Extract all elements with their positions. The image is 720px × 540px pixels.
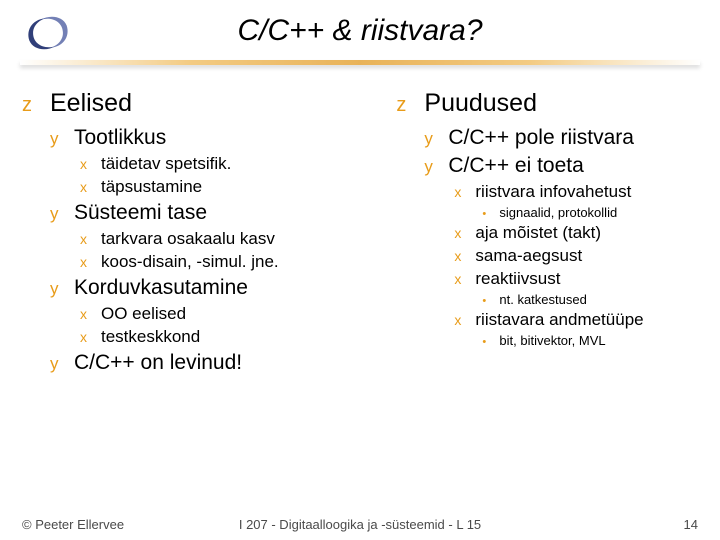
left-subitem: x täidetav spetsifik.	[80, 154, 364, 174]
left-item-label: Tootlikkus	[74, 126, 166, 150]
right-sub4: • nt. katkestused	[482, 292, 710, 307]
right-subitem-label: reaktiivsust	[475, 269, 560, 289]
x-bullet-icon: x	[80, 231, 94, 247]
left-subitem: x tarkvara osakaalu kasv	[80, 229, 364, 249]
right-item-label: C/C++ ei toeta	[448, 154, 583, 178]
left-subitem-label: tarkvara osakaalu kasv	[101, 229, 275, 249]
left-heading-text: Eelised	[50, 89, 132, 118]
right-sub4-label: bit, bitivektor, MVL	[499, 333, 605, 348]
right-sub4: • signaalid, protokollid	[482, 205, 710, 220]
right-item: y C/C++ pole riistvara	[424, 126, 710, 150]
left-item: y Tootlikkus	[50, 126, 364, 150]
right-sub4: • bit, bitivektor, MVL	[482, 333, 710, 348]
x-bullet-icon: x	[454, 312, 468, 328]
right-sub4-label: signaalid, protokollid	[499, 205, 617, 220]
right-subitem: x aja mõistet (takt)	[454, 223, 710, 243]
y-bullet-icon: y	[50, 204, 66, 224]
left-column: z Eelised y Tootlikkus x täidetav spetsi…	[0, 85, 374, 500]
right-subitem: x reaktiivsust	[454, 269, 710, 289]
left-subitem-label: OO eelised	[101, 304, 186, 324]
x-bullet-icon: x	[80, 329, 94, 345]
right-heading-text: Puudused	[424, 89, 537, 118]
footer: © Peeter Ellervee I 207 - Digitaalloogik…	[22, 517, 698, 532]
dot-bullet-icon: •	[482, 336, 492, 348]
right-heading: z Puudused	[396, 89, 710, 118]
left-item: y Korduvkasutamine	[50, 276, 364, 300]
x-bullet-icon: x	[80, 179, 94, 195]
left-subitem: x täpsustamine	[80, 177, 364, 197]
y-bullet-icon: y	[424, 157, 440, 177]
y-bullet-icon: y	[50, 279, 66, 299]
footer-center: I 207 - Digitaalloogika ja -süsteemid - …	[22, 517, 698, 532]
slide: C/C++ & riistvara? z Eelised y Tootlikku…	[0, 0, 720, 540]
title-underline	[20, 60, 700, 65]
right-subitem-label: aja mõistet (takt)	[475, 223, 601, 243]
left-heading: z Eelised	[22, 89, 364, 118]
right-subitem: x sama-aegsust	[454, 246, 710, 266]
right-subitem-label: sama-aegsust	[475, 246, 582, 266]
left-subitem-label: täpsustamine	[101, 177, 202, 197]
x-bullet-icon: x	[454, 248, 468, 264]
left-subitem-label: täidetav spetsifik.	[101, 154, 231, 174]
right-sub4-label: nt. katkestused	[499, 292, 586, 307]
slide-title: C/C++ & riistvara?	[0, 14, 720, 48]
right-subitem: x riistvara infovahetust	[454, 182, 710, 202]
right-column: z Puudused y C/C++ pole riistvara y C/C+…	[374, 85, 720, 500]
right-subitem-label: riistvara infovahetust	[475, 182, 631, 202]
z-bullet-icon: z	[22, 94, 40, 117]
left-subitem: x testkeskkond	[80, 327, 364, 347]
y-bullet-icon: y	[424, 129, 440, 149]
y-bullet-icon: y	[50, 354, 66, 374]
left-subitem-label: testkeskkond	[101, 327, 200, 347]
right-subitem-label: riistavara andmetüüpe	[475, 310, 643, 330]
x-bullet-icon: x	[80, 254, 94, 270]
left-item: y C/C++ on levinud!	[50, 351, 364, 375]
left-item-label: Süsteemi tase	[74, 201, 207, 225]
right-subitem: x riistavara andmetüüpe	[454, 310, 710, 330]
left-item-label: Korduvkasutamine	[74, 276, 248, 300]
x-bullet-icon: x	[454, 271, 468, 287]
z-bullet-icon: z	[396, 94, 414, 117]
y-bullet-icon: y	[50, 129, 66, 149]
dot-bullet-icon: •	[482, 208, 492, 220]
left-item: y Süsteemi tase	[50, 201, 364, 225]
left-subitem-label: koos-disain, -simul. jne.	[101, 252, 279, 272]
right-item-label: C/C++ pole riistvara	[448, 126, 634, 150]
x-bullet-icon: x	[80, 306, 94, 322]
right-item: y C/C++ ei toeta	[424, 154, 710, 178]
dot-bullet-icon: •	[482, 295, 492, 307]
left-subitem: x koos-disain, -simul. jne.	[80, 252, 364, 272]
left-item-label: C/C++ on levinud!	[74, 351, 242, 375]
left-subitem: x OO eelised	[80, 304, 364, 324]
x-bullet-icon: x	[454, 225, 468, 241]
x-bullet-icon: x	[80, 156, 94, 172]
content-area: z Eelised y Tootlikkus x täidetav spetsi…	[0, 85, 720, 500]
x-bullet-icon: x	[454, 184, 468, 200]
